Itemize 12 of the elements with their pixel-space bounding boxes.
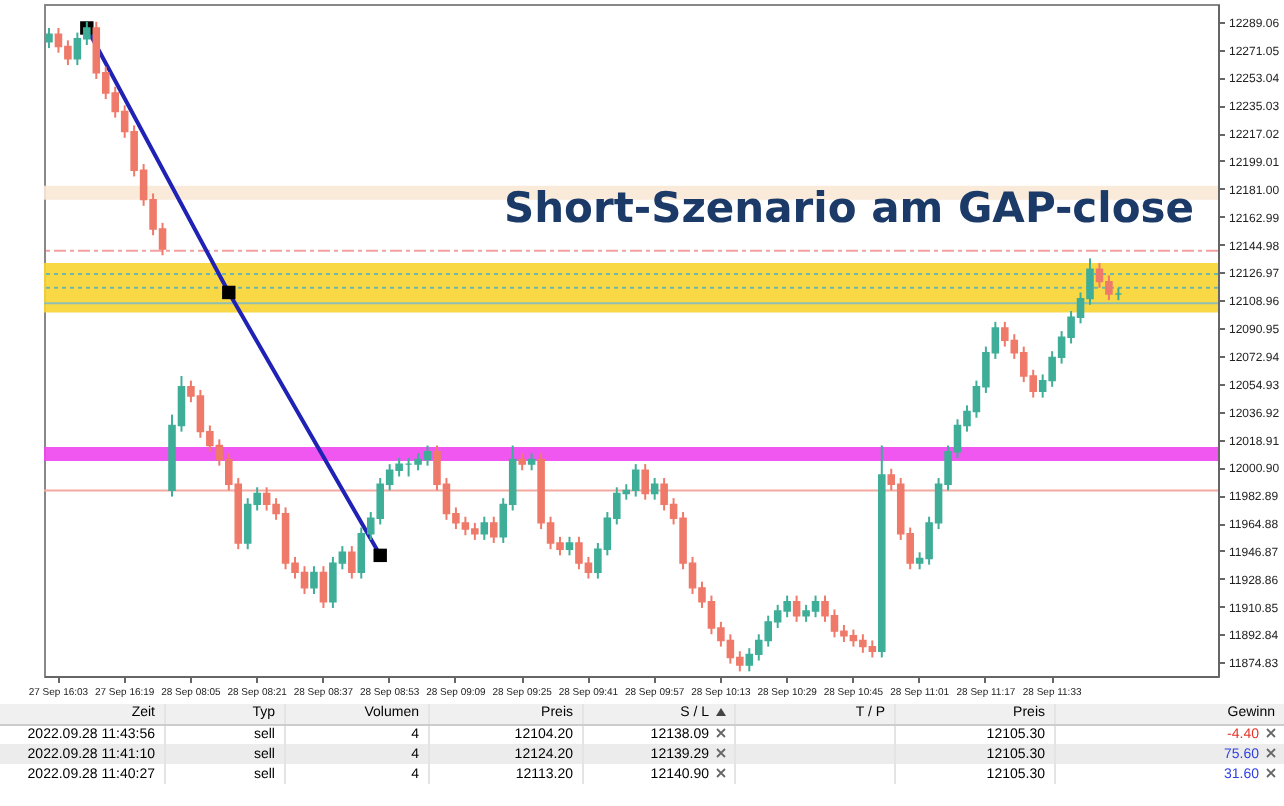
- annotation: Short-Szenario am GAP-close: [503, 184, 1194, 232]
- point: [373, 548, 387, 563]
- candlestick: [490, 515, 498, 544]
- candlestick: [319, 565, 328, 609]
- candlestick: [348, 545, 356, 580]
- candlestick: [641, 463, 649, 501]
- candlestick: [480, 515, 489, 541]
- candlestick: [45, 26, 53, 50]
- candlestick: [792, 594, 801, 623]
- candlestick: [310, 565, 318, 596]
- candlestick: [565, 535, 574, 557]
- point: [222, 285, 236, 300]
